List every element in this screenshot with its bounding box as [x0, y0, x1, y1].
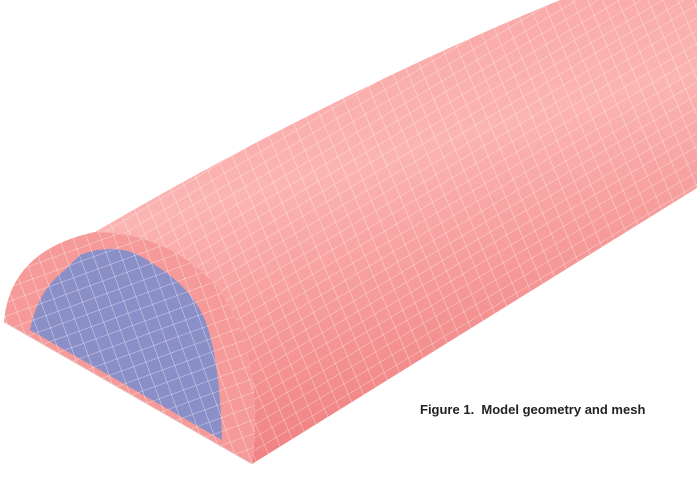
figure: Figure 1. Model geometry and mesh — [0, 0, 697, 485]
figure-caption: Figure 1. Model geometry and mesh — [420, 402, 645, 417]
